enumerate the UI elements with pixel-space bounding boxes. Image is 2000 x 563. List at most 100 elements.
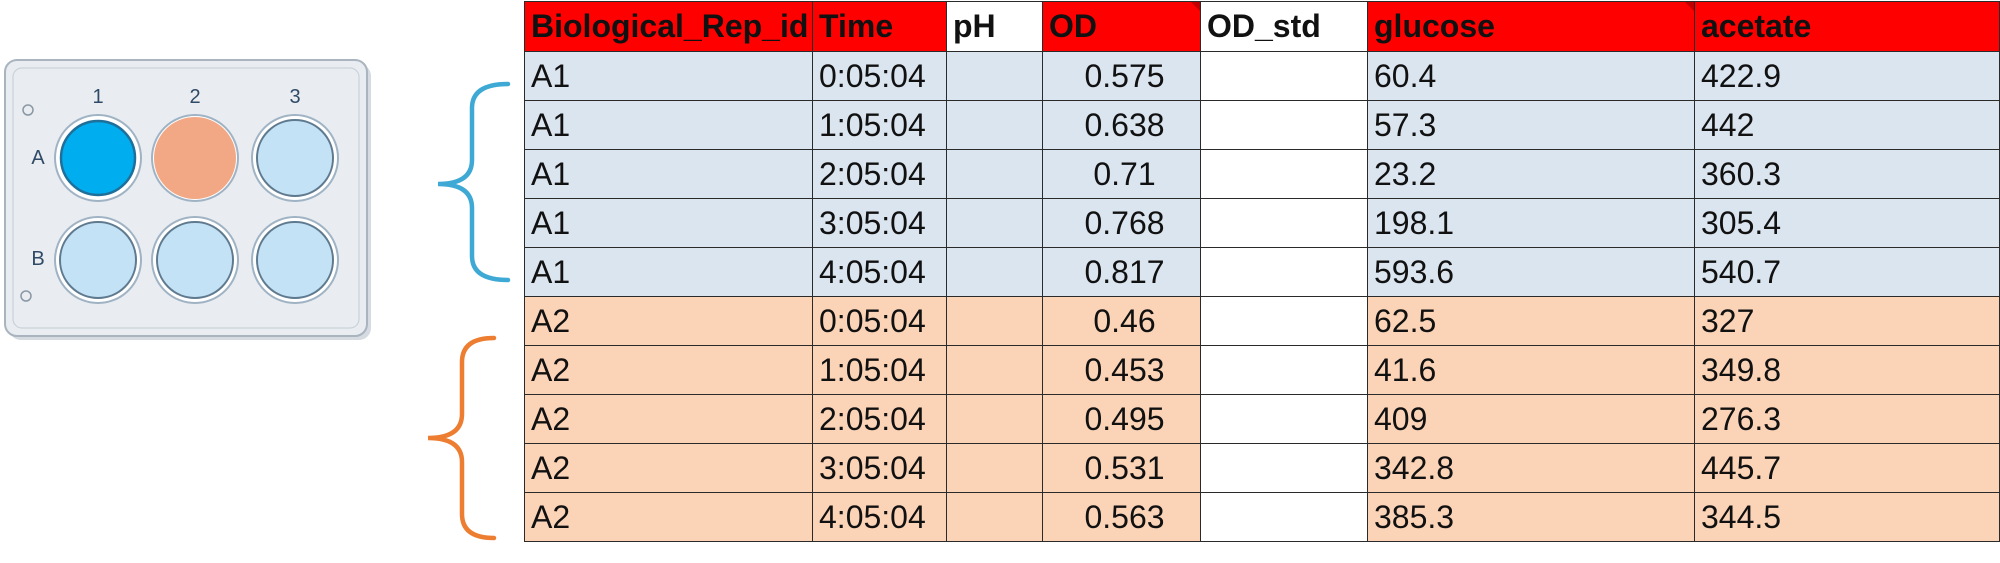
header-biological-rep-id[interactable]: Biological_Rep_id — [524, 1, 813, 52]
cell-rep-id[interactable]: A1 — [524, 149, 813, 199]
cell-od-std[interactable] — [1200, 100, 1368, 150]
cell-od-std[interactable] — [1200, 492, 1368, 542]
cell-time[interactable]: 2:05:04 — [812, 394, 947, 444]
header-od-std[interactable]: OD_std — [1200, 1, 1368, 52]
plate-row-label-b: B — [31, 248, 44, 270]
header-ph[interactable]: pH — [946, 1, 1043, 52]
cell-ph[interactable] — [946, 345, 1043, 395]
plate-corner-hole-bottom — [20, 290, 32, 302]
cell-time[interactable]: 4:05:04 — [812, 247, 947, 297]
well-plate: 1 2 3 A B — [4, 59, 371, 340]
cell-od-std[interactable] — [1200, 247, 1368, 297]
table-header-row: Biological_Rep_id Time pH OD OD_std gluc… — [524, 1, 2000, 52]
well-b1[interactable] — [54, 216, 142, 304]
cell-time[interactable]: 4:05:04 — [812, 492, 947, 542]
cell-rep-id[interactable]: A2 — [524, 394, 813, 444]
table-row: A2 4:05:04 0.563 385.3 344.5 — [524, 492, 2000, 542]
cell-ph[interactable] — [946, 443, 1043, 493]
cell-glucose[interactable]: 198.1 — [1367, 198, 1695, 248]
cell-rep-id[interactable]: A1 — [524, 198, 813, 248]
cell-acetate[interactable]: 445.7 — [1694, 443, 2000, 493]
cell-glucose[interactable]: 23.2 — [1367, 149, 1695, 199]
cell-ph[interactable] — [946, 100, 1043, 150]
brace-group-a — [437, 81, 511, 283]
header-time[interactable]: Time — [812, 1, 947, 52]
cell-ph[interactable] — [946, 394, 1043, 444]
plate-col-label-1: 1 — [92, 86, 103, 108]
plate-row-label-a: A — [31, 147, 45, 169]
cell-glucose[interactable]: 57.3 — [1367, 100, 1695, 150]
cell-rep-id[interactable]: A2 — [524, 443, 813, 493]
cell-od[interactable]: 0.768 — [1042, 198, 1201, 248]
cell-glucose[interactable]: 385.3 — [1367, 492, 1695, 542]
plate-col-label-3: 3 — [289, 86, 300, 108]
well-b3-fill — [256, 221, 334, 299]
well-b2[interactable] — [151, 216, 239, 304]
cell-acetate[interactable]: 305.4 — [1694, 198, 2000, 248]
cell-od[interactable]: 0.817 — [1042, 247, 1201, 297]
cell-glucose[interactable]: 409 — [1367, 394, 1695, 444]
cell-time[interactable]: 0:05:04 — [812, 51, 947, 101]
cell-rep-id[interactable]: A2 — [524, 345, 813, 395]
cell-acetate[interactable]: 276.3 — [1694, 394, 2000, 444]
cell-rep-id[interactable]: A1 — [524, 51, 813, 101]
well-a2[interactable] — [151, 114, 239, 202]
well-b1-fill — [59, 221, 137, 299]
cell-od-std[interactable] — [1200, 51, 1368, 101]
cell-od-std[interactable] — [1200, 443, 1368, 493]
cell-acetate[interactable]: 360.3 — [1694, 149, 2000, 199]
cell-rep-id[interactable]: A1 — [524, 247, 813, 297]
cell-ph[interactable] — [946, 247, 1043, 297]
cell-time[interactable]: 3:05:04 — [812, 443, 947, 493]
cell-ph[interactable] — [946, 492, 1043, 542]
well-a1[interactable] — [54, 114, 142, 202]
cell-acetate[interactable]: 349.8 — [1694, 345, 2000, 395]
well-a3[interactable] — [251, 114, 339, 202]
brace-group-b — [427, 335, 497, 541]
cell-od[interactable]: 0.495 — [1042, 394, 1201, 444]
well-b2-fill — [156, 221, 234, 299]
cell-rep-id[interactable]: A2 — [524, 492, 813, 542]
cell-glucose[interactable]: 62.5 — [1367, 296, 1695, 346]
well-b3[interactable] — [251, 216, 339, 304]
cell-time[interactable]: 1:05:04 — [812, 100, 947, 150]
cell-od-std[interactable] — [1200, 394, 1368, 444]
cell-time[interactable]: 3:05:04 — [812, 198, 947, 248]
cell-acetate[interactable]: 442 — [1694, 100, 2000, 150]
cell-od-std[interactable] — [1200, 296, 1368, 346]
cell-od[interactable]: 0.71 — [1042, 149, 1201, 199]
header-glucose[interactable]: glucose — [1367, 1, 1695, 52]
cell-od-std[interactable] — [1200, 345, 1368, 395]
cell-ph[interactable] — [946, 296, 1043, 346]
table-row: A2 3:05:04 0.531 342.8 445.7 — [524, 443, 2000, 493]
plate-inner-border — [12, 67, 360, 329]
cell-od[interactable]: 0.46 — [1042, 296, 1201, 346]
cell-acetate[interactable]: 344.5 — [1694, 492, 2000, 542]
cell-ph[interactable] — [946, 198, 1043, 248]
plate-corner-hole-top — [22, 104, 34, 116]
cell-od[interactable]: 0.638 — [1042, 100, 1201, 150]
cell-rep-id[interactable]: A2 — [524, 296, 813, 346]
header-od[interactable]: OD — [1042, 1, 1201, 52]
cell-od[interactable]: 0.575 — [1042, 51, 1201, 101]
table-row: A2 0:05:04 0.46 62.5 327 — [524, 296, 2000, 346]
cell-od[interactable]: 0.531 — [1042, 443, 1201, 493]
cell-time[interactable]: 2:05:04 — [812, 149, 947, 199]
cell-glucose[interactable]: 60.4 — [1367, 51, 1695, 101]
cell-glucose[interactable]: 342.8 — [1367, 443, 1695, 493]
cell-od-std[interactable] — [1200, 198, 1368, 248]
cell-time[interactable]: 1:05:04 — [812, 345, 947, 395]
cell-od-std[interactable] — [1200, 149, 1368, 199]
header-acetate[interactable]: acetate — [1694, 1, 2000, 52]
cell-od[interactable]: 0.453 — [1042, 345, 1201, 395]
cell-time[interactable]: 0:05:04 — [812, 296, 947, 346]
cell-ph[interactable] — [946, 149, 1043, 199]
cell-acetate[interactable]: 540.7 — [1694, 247, 2000, 297]
cell-glucose[interactable]: 593.6 — [1367, 247, 1695, 297]
cell-ph[interactable] — [946, 51, 1043, 101]
cell-acetate[interactable]: 422.9 — [1694, 51, 2000, 101]
cell-glucose[interactable]: 41.6 — [1367, 345, 1695, 395]
cell-acetate[interactable]: 327 — [1694, 296, 2000, 346]
cell-od[interactable]: 0.563 — [1042, 492, 1201, 542]
cell-rep-id[interactable]: A1 — [524, 100, 813, 150]
